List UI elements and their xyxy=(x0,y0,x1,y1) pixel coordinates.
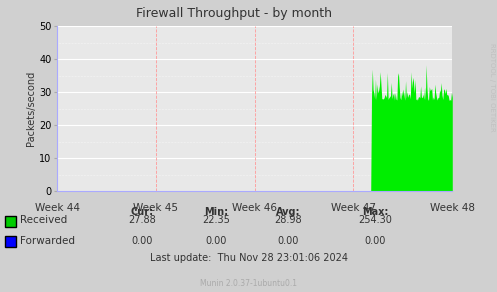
Text: 0.00: 0.00 xyxy=(277,236,299,246)
Text: 254.30: 254.30 xyxy=(358,215,392,225)
Text: Forwarded: Forwarded xyxy=(20,236,75,246)
Text: Week 46: Week 46 xyxy=(232,203,277,213)
Text: Week 45: Week 45 xyxy=(133,203,178,213)
Text: Min:: Min: xyxy=(204,207,228,217)
Text: 0.00: 0.00 xyxy=(364,236,386,246)
Text: Munin 2.0.37-1ubuntu0.1: Munin 2.0.37-1ubuntu0.1 xyxy=(200,279,297,288)
Text: 28.98: 28.98 xyxy=(274,215,302,225)
Text: Max:: Max: xyxy=(362,207,389,217)
Text: Last update:  Thu Nov 28 23:01:06 2024: Last update: Thu Nov 28 23:01:06 2024 xyxy=(150,253,347,263)
Text: Avg:: Avg: xyxy=(276,207,301,217)
Text: 0.00: 0.00 xyxy=(131,236,153,246)
Text: 22.35: 22.35 xyxy=(202,215,230,225)
Text: 27.88: 27.88 xyxy=(128,215,156,225)
Text: Week 47: Week 47 xyxy=(331,203,376,213)
Text: Cur:: Cur: xyxy=(130,207,153,217)
Text: Received: Received xyxy=(20,215,67,225)
Y-axis label: Packets/second: Packets/second xyxy=(26,71,36,146)
Text: Week 44: Week 44 xyxy=(35,203,80,213)
Text: Firewall Throughput - by month: Firewall Throughput - by month xyxy=(136,7,331,20)
Text: Week 48: Week 48 xyxy=(430,203,475,213)
Text: RRDTOOL / TOBI OETIKER: RRDTOOL / TOBI OETIKER xyxy=(489,43,495,132)
Text: 0.00: 0.00 xyxy=(205,236,227,246)
